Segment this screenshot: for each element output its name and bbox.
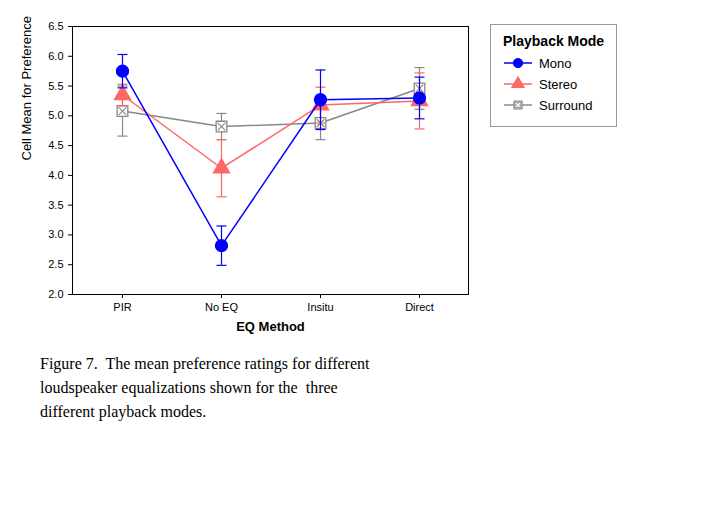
svg-text:5.5: 5.5 [48,80,63,92]
html-text:Mono: Mono [539,55,572,71]
html-text:Surround: Surround [539,97,593,113]
html-text:Playback Mode: Playback Mode [503,33,605,49]
svg-text:2.5: 2.5 [48,258,63,270]
svg-text:4.5: 4.5 [48,139,63,151]
html-text:Stereo: Stereo [539,76,578,92]
svg-text:3.0: 3.0 [48,228,63,240]
svg-text:5.0: 5.0 [48,109,63,121]
svg-text:Insitu: Insitu [307,301,333,313]
svg-text:PIR: PIR [113,301,131,313]
svg-text:No EQ: No EQ [205,301,238,313]
svg-text:Cell Mean for Preference: Cell Mean for Preference [19,16,34,161]
svg-text:3.5: 3.5 [48,199,63,211]
svg-text:4.0: 4.0 [48,169,63,181]
svg-text:EQ Method: EQ Method [236,319,305,334]
svg-text:6.5: 6.5 [48,20,63,32]
svg-text:6.0: 6.0 [48,50,63,62]
svg-text:2.0: 2.0 [48,288,63,300]
svg-text:Direct: Direct [405,301,434,313]
html-text:Figure 7. The mean preference: Figure 7. The mean preference ratings fo… [40,355,370,420]
